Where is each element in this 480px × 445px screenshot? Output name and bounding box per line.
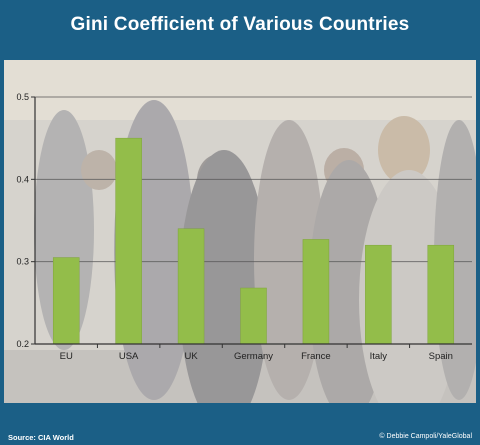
bar-chart: 0.2 0.3 0.4 0.5 EU USA UK Germany France Italy Spa… (16, 92, 472, 362)
bar-uk (177, 228, 205, 345)
bar-germany (240, 287, 267, 345)
bar-italy (365, 244, 392, 345)
x-tick-label: France (301, 351, 331, 362)
x-tick-label: Italy (370, 351, 388, 362)
x-tick-label: Spain (429, 351, 453, 362)
x-tick-label: EU (60, 351, 73, 362)
chart-panel: 0.2 0.3 0.4 0.5 EU USA UK Germany France Italy Spa… (4, 60, 476, 403)
y-tick-label: 0.5 (16, 92, 29, 102)
x-tick-label: UK (184, 351, 198, 362)
bar-eu (52, 257, 80, 345)
source-note: Source: CIA World (8, 433, 74, 442)
y-tick-label: 0.2 (16, 339, 29, 349)
x-tick-label: Germany (234, 351, 273, 362)
credit-note: © Debbie Campoli/YaleGlobal (379, 433, 472, 440)
bar-france (302, 239, 330, 345)
axes (31, 96, 472, 348)
bar-spain (427, 244, 455, 345)
chart-title: Gini Coefficient of Various Countries (70, 14, 410, 35)
x-tick-label: USA (119, 351, 139, 362)
gridlines (35, 96, 472, 263)
y-tick-label: 0.3 (16, 257, 29, 267)
bars (52, 137, 455, 345)
y-tick-label: 0.4 (16, 174, 29, 184)
bar-usa (115, 137, 142, 345)
footer: Source: CIA World © Debbie Campoli/YaleG… (0, 403, 480, 445)
tick-labels: 0.2 0.3 0.4 0.5 EU USA UK Germany France Italy Spa… (16, 92, 452, 362)
